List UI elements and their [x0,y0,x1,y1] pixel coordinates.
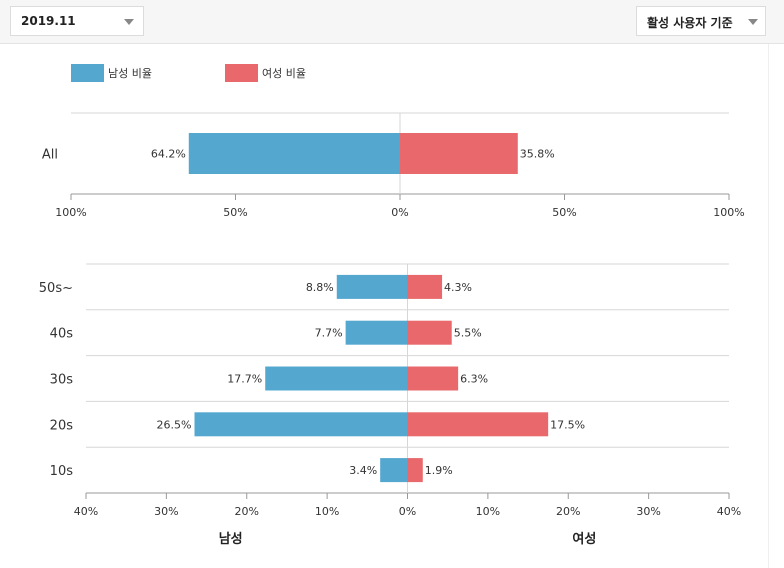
period-value: 2019.11 [21,14,76,28]
bar-male[interactable] [336,274,408,299]
bar-male-label: 64.2% [151,148,186,161]
x-tick-label: 0% [391,206,408,219]
x-tick-label: 50% [223,206,247,219]
age-gender-chart: 40% 30% 20% 10% 0% 10% 20% 30% 40% 50s~ 8.8% 4.3% 40… [39,263,741,547]
bar-male-label: 26.5% [157,418,192,431]
legend-swatch-0[interactable] [71,64,104,82]
bar-female[interactable] [407,366,459,391]
category-label: 10s [50,464,74,479]
all-gender-chart: 100% 50% 0% 50% 100% All 64.2% 35.8% [42,112,745,219]
bar-female[interactable] [400,133,518,174]
category-label: 20s [50,418,74,433]
category-label: 50s~ [39,281,73,296]
bar-female[interactable] [407,274,443,299]
bar-female[interactable] [407,412,549,437]
period-select[interactable]: 2019.11 [10,6,144,36]
x-tick-label: 40% [74,505,98,518]
x-tick-label: 0% [399,505,416,518]
x-tick-label: 100% [713,206,744,219]
bar-male[interactable] [345,320,408,345]
filter-toolbar: 2019.11 활성 사용자 기준 [0,0,784,44]
bar-male-label: 3.4% [349,464,377,477]
x-tick-label: 40% [717,505,741,518]
basis-value: 활성 사용자 기준 [647,16,733,30]
category-label: 40s [50,327,74,342]
legend-label-1: 여성 비율 [262,67,306,80]
bar-female[interactable] [407,458,423,483]
bar-male[interactable] [265,366,408,391]
bar-male[interactable] [194,412,408,437]
x-tick-label: 20% [556,505,580,518]
legend-label-0: 남성 비율 [108,67,152,80]
bar-male[interactable] [188,133,400,174]
x-tick-label: 100% [55,206,86,219]
bar-female-label: 5.5% [454,327,482,340]
chevron-down-icon [124,19,134,25]
bar-male-label: 8.8% [306,281,334,294]
bar-female-label: 1.9% [425,464,453,477]
side-label-male: 남성 [219,531,243,547]
bar-female-label: 35.8% [520,148,555,161]
bar-female[interactable] [407,320,452,345]
x-tick-label: 10% [315,505,339,518]
bar-male-label: 7.7% [315,327,343,340]
x-tick-label: 50% [552,206,576,219]
side-label-female: 여성 [572,531,596,547]
category-label: 30s [50,373,74,388]
legend-swatch-1[interactable] [225,64,258,82]
bar-male-label: 17.7% [227,373,262,386]
vertical-scrollbar[interactable] [768,44,784,568]
bar-male[interactable] [380,458,408,483]
bar-female-label: 4.3% [444,281,472,294]
bar-female-label: 17.5% [550,418,585,431]
x-tick-label: 10% [476,505,500,518]
x-tick-label: 30% [636,505,660,518]
x-tick-label: 20% [235,505,259,518]
bar-female-label: 6.3% [460,373,488,386]
category-label: All [42,148,58,163]
chart-legend: 남성 비율 여성 비율 [71,64,306,82]
chevron-down-icon [748,19,758,25]
x-tick-label: 30% [154,505,178,518]
basis-select[interactable]: 활성 사용자 기준 [636,6,766,36]
